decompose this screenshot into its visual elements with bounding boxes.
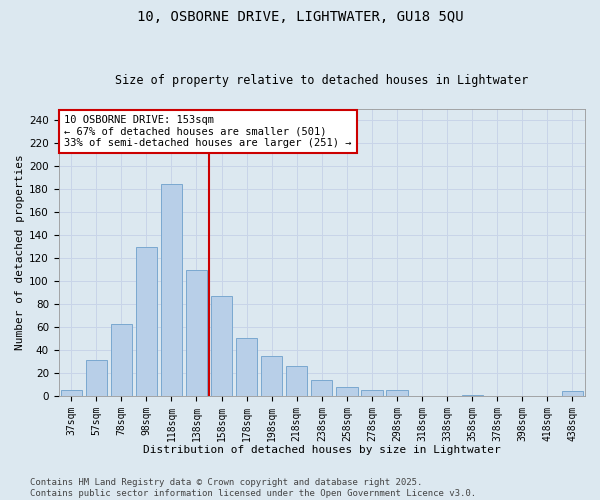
Bar <box>311 380 332 396</box>
Bar <box>336 386 358 396</box>
Bar <box>136 246 157 396</box>
Text: 10 OSBORNE DRIVE: 153sqm
← 67% of detached houses are smaller (501)
33% of semi-: 10 OSBORNE DRIVE: 153sqm ← 67% of detach… <box>64 114 352 148</box>
Bar <box>186 270 207 396</box>
Bar <box>562 392 583 396</box>
Title: Size of property relative to detached houses in Lightwater: Size of property relative to detached ho… <box>115 74 529 87</box>
Bar <box>86 360 107 396</box>
Text: Contains HM Land Registry data © Crown copyright and database right 2025.
Contai: Contains HM Land Registry data © Crown c… <box>30 478 476 498</box>
Bar <box>61 390 82 396</box>
Bar <box>261 356 283 396</box>
Bar <box>110 324 132 396</box>
X-axis label: Distribution of detached houses by size in Lightwater: Distribution of detached houses by size … <box>143 445 500 455</box>
Y-axis label: Number of detached properties: Number of detached properties <box>15 154 25 350</box>
Bar <box>161 184 182 396</box>
Bar <box>361 390 383 396</box>
Bar <box>211 296 232 396</box>
Bar <box>236 338 257 396</box>
Text: 10, OSBORNE DRIVE, LIGHTWATER, GU18 5QU: 10, OSBORNE DRIVE, LIGHTWATER, GU18 5QU <box>137 10 463 24</box>
Bar <box>286 366 307 396</box>
Bar <box>386 390 407 396</box>
Bar <box>461 394 483 396</box>
